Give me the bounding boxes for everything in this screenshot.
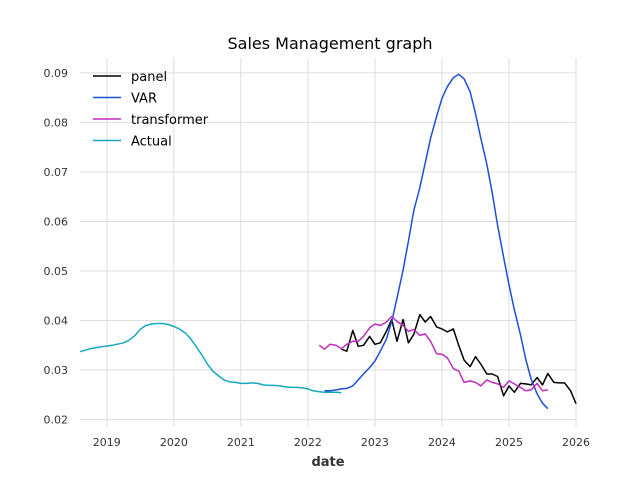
- legend-label-var: VAR: [131, 92, 157, 107]
- x-axis-label: date: [311, 455, 344, 470]
- x-tick-label: 2020: [160, 436, 188, 449]
- y-tick-label: 0.06: [44, 215, 69, 228]
- x-tick-label: 2026: [562, 436, 590, 449]
- legend-label-transformer: transformer: [131, 113, 209, 128]
- y-tick-label: 0.07: [44, 166, 69, 179]
- series-line-transformer: [318, 315, 548, 392]
- series-line-panel: [341, 313, 577, 404]
- y-tick-label: 0.02: [44, 414, 69, 427]
- y-tick-label: 0.04: [44, 315, 69, 328]
- series-lines: [79, 73, 577, 410]
- legend-label-actual: Actual: [131, 135, 172, 150]
- legend-label-panel: panel: [131, 70, 167, 85]
- y-tick-label: 0.03: [44, 364, 69, 377]
- axis-ticks: 2019 2020 2021 2022 2023 2024 2025 2026 0.02 0.03…: [44, 67, 591, 449]
- x-tick-label: 2023: [361, 436, 389, 449]
- y-tick-label: 0.08: [44, 116, 69, 129]
- x-tick-label: 2025: [495, 436, 523, 449]
- x-tick-label: 2019: [93, 436, 121, 449]
- y-tick-label: 0.05: [44, 265, 69, 278]
- series-line-var: [324, 73, 549, 410]
- x-tick-label: 2021: [227, 436, 255, 449]
- series-line-actual: [79, 322, 342, 394]
- chart-title: Sales Management graph: [228, 34, 433, 53]
- legend: panel VAR transformer Actual: [93, 70, 209, 150]
- grid-lines: [80, 58, 577, 427]
- y-tick-label: 0.09: [44, 67, 69, 80]
- x-tick-label: 2024: [428, 436, 456, 449]
- x-tick-label: 2022: [294, 436, 322, 449]
